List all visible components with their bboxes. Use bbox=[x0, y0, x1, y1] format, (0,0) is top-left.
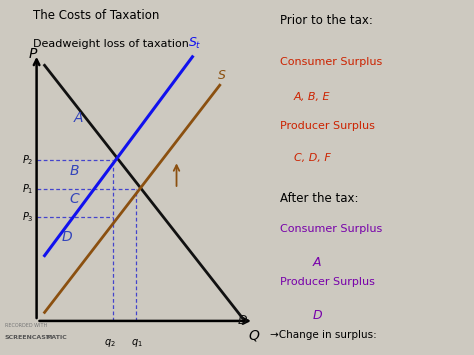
Text: SCREENCAST: SCREENCAST bbox=[5, 335, 51, 340]
Text: →Change in surplus:: →Change in surplus: bbox=[270, 330, 377, 340]
Text: D: D bbox=[62, 230, 73, 244]
Text: A, B, E: A, B, E bbox=[294, 92, 330, 102]
Text: D: D bbox=[313, 309, 322, 322]
Text: D: D bbox=[238, 313, 247, 327]
Text: RECORDED WITH: RECORDED WITH bbox=[5, 323, 47, 328]
Text: After the tax:: After the tax: bbox=[280, 192, 358, 205]
Text: Producer Surplus: Producer Surplus bbox=[280, 121, 374, 131]
Text: P: P bbox=[29, 47, 37, 61]
Text: $P_3$: $P_3$ bbox=[21, 211, 33, 224]
Text: Q: Q bbox=[248, 328, 259, 342]
Text: Deadweight loss of taxation: Deadweight loss of taxation bbox=[33, 39, 189, 49]
Text: C, D, F: C, D, F bbox=[294, 153, 331, 163]
Text: Consumer Surplus: Consumer Surplus bbox=[280, 57, 382, 67]
Text: S: S bbox=[218, 69, 226, 82]
Text: Producer Surplus: Producer Surplus bbox=[280, 277, 374, 287]
Text: Prior to the tax:: Prior to the tax: bbox=[280, 14, 373, 27]
Text: A: A bbox=[313, 256, 321, 269]
Text: Consumer Surplus: Consumer Surplus bbox=[280, 224, 382, 234]
Text: $P_2$: $P_2$ bbox=[22, 154, 33, 167]
Text: MATIC: MATIC bbox=[45, 335, 67, 340]
Text: $q_1$: $q_1$ bbox=[131, 337, 143, 349]
Text: $P_1$: $P_1$ bbox=[22, 182, 33, 196]
Text: $S_t$: $S_t$ bbox=[188, 36, 201, 51]
Text: C: C bbox=[69, 192, 79, 206]
Text: B: B bbox=[69, 164, 79, 178]
Text: The Costs of Taxation: The Costs of Taxation bbox=[33, 9, 160, 22]
Text: A: A bbox=[74, 111, 83, 125]
Text: $q_2$: $q_2$ bbox=[103, 337, 115, 349]
